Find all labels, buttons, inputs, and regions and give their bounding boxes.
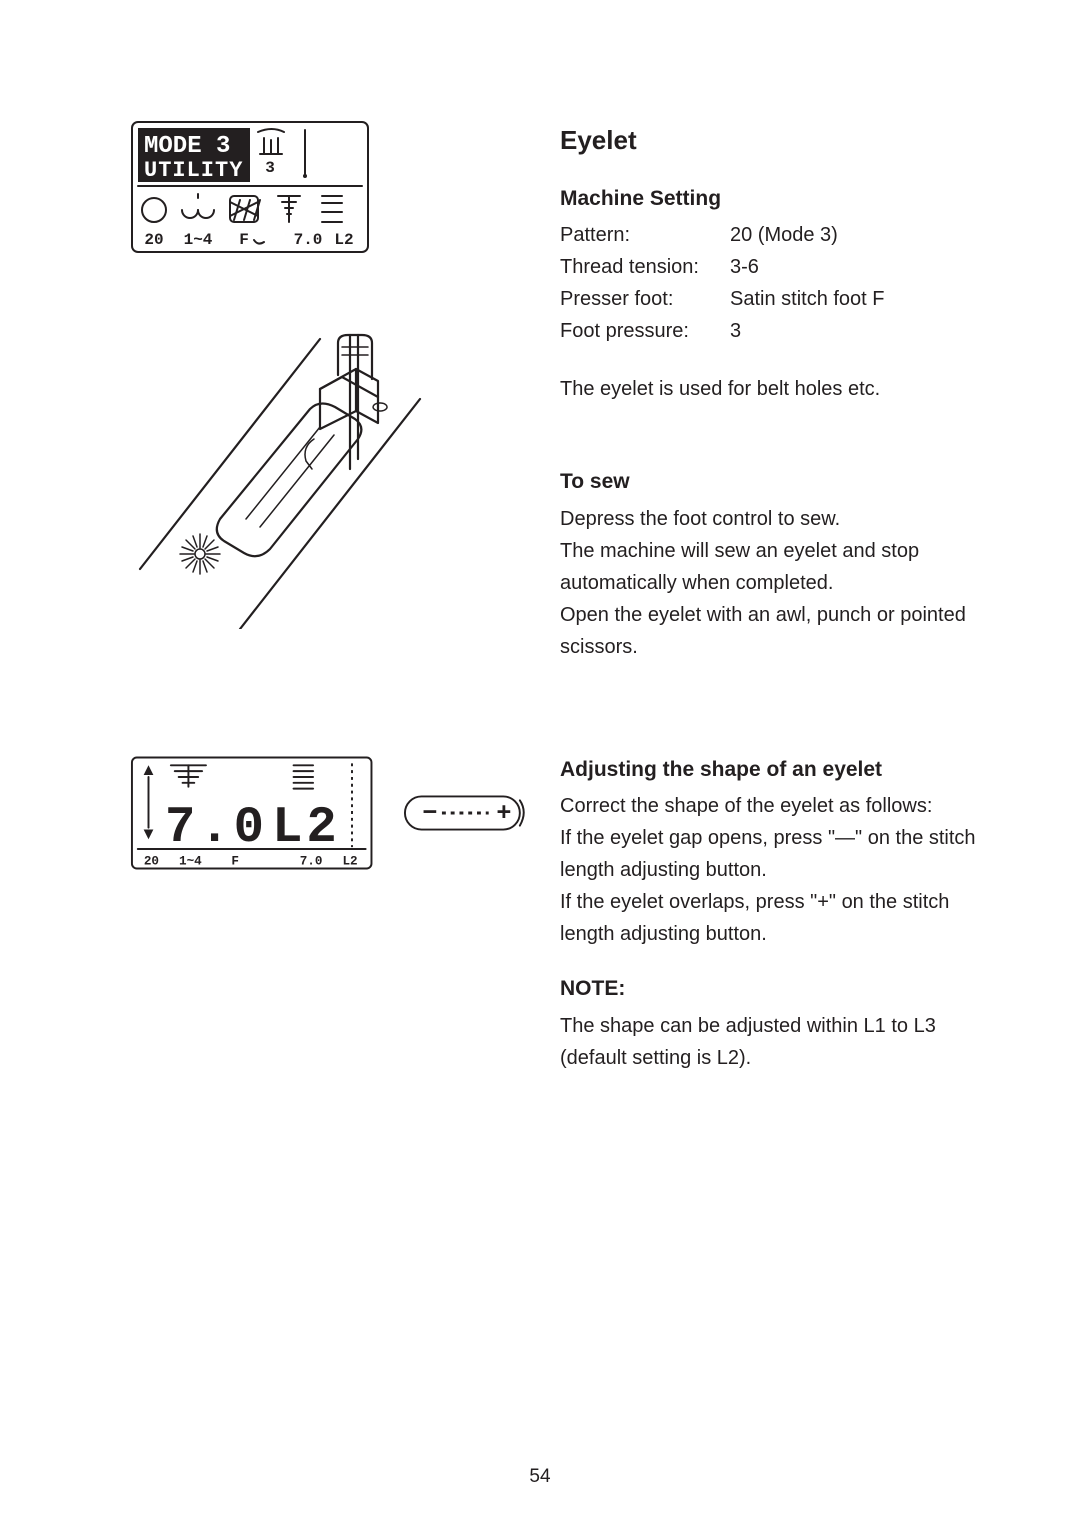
right-column: Eyelet Machine Setting Pattern: 20 (Mode… [560,120,980,1074]
lcd-val-width: 7.0 [294,231,323,249]
lcd-display-adjust: 7.0 L2 [130,754,373,872]
stitch-length-icon [322,196,342,222]
minus-icon: − [423,798,438,826]
stitch-width-large: 7.0 [165,765,268,857]
note-block: NOTE: The shape can be adjusted within L… [560,972,980,1074]
to-sew-line: The machine will sew an eyelet and stop … [560,535,980,599]
length-adjust-button: − + [403,788,530,838]
intro-text: The eyelet is used for belt holes etc. [560,373,980,405]
note-heading: NOTE: [560,972,980,1006]
setting-label: Thread tension: [560,251,730,283]
svg-text:20: 20 [144,854,159,869]
foot-pressure-icon [258,129,284,154]
pattern-eyelet-icon [142,198,166,222]
setting-value: 3 [730,315,980,347]
plus-icon: + [497,798,512,826]
page-number: 54 [529,1466,550,1488]
machine-setting-heading: Machine Setting [560,182,980,216]
svg-text:1~4: 1~4 [179,854,202,869]
svg-text:7.0: 7.0 [300,854,323,869]
lcd-val-pattern: 20 [144,231,163,249]
svg-text:L2: L2 [342,854,357,869]
two-column-layout: MODE 3 UTILITY 3 [130,120,980,1074]
machine-setting-table: Pattern: 20 (Mode 3) Thread tension: 3-6… [560,219,980,347]
lcd-val-length: L2 [334,231,353,249]
adjust-line: If the eyelet gap opens, press "—" on th… [560,822,980,886]
setting-value: 3-6 [730,251,980,283]
stitch-length-large: L2 [272,765,341,857]
note-text: The shape can be adjusted within L1 to L… [560,1010,980,1074]
thread-tension-icon [182,194,214,218]
to-sew-line: Open the eyelet with an awl, punch or po… [560,599,980,663]
lcd-val-tension: 1~4 [184,231,213,249]
adjust-block: Adjusting the shape of an eyelet Correct… [560,753,980,951]
left-column: MODE 3 UTILITY 3 [130,120,530,1074]
presser-foot-icon [230,196,260,222]
manual-page: MODE 3 UTILITY 3 [0,0,1080,1528]
lcd-adjust-row: 7.0 L2 [130,754,530,872]
to-sew-heading: To sew [560,465,980,499]
setting-value: Satin stitch foot F [730,283,980,315]
setting-label: Foot pressure: [560,315,730,347]
scroll-arrows-icon [144,765,154,839]
presser-foot-diagram [130,329,430,629]
svg-text:F: F [231,854,239,869]
to-sew-line: Depress the foot control to sew. [560,503,980,535]
setting-label: Pattern: [560,219,730,251]
to-sew-block: To sew Depress the foot control to sew. … [560,465,980,663]
setting-value: 20 (Mode 3) [730,219,980,251]
stitch-width-icon [278,196,300,222]
foot-pressure-value: 3 [265,159,275,177]
adjust-line: If the eyelet overlaps, press "+" on the… [560,886,980,950]
stitch-preview-icon [303,130,307,178]
lcd-val-foot: F [239,231,249,249]
lcd-utility-label: UTILITY [144,158,243,183]
lcd-display-mode: MODE 3 UTILITY 3 [130,120,370,254]
lcd-mode-label: MODE 3 [144,133,230,160]
adjust-line: Correct the shape of the eyelet as follo… [560,790,980,822]
section-title: Eyelet [560,120,980,162]
setting-label: Presser foot: [560,283,730,315]
adjust-heading: Adjusting the shape of an eyelet [560,753,980,787]
